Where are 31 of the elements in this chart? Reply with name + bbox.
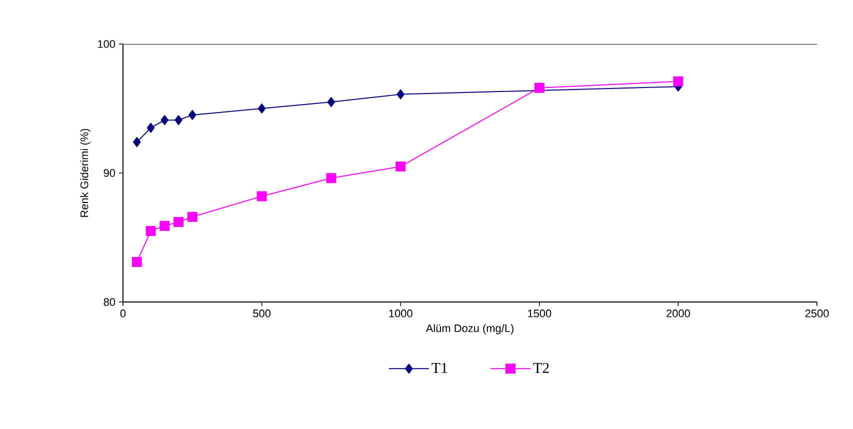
point <box>326 173 336 184</box>
x-tick-label: 500 <box>253 310 271 318</box>
x-tick-label: 0 <box>120 310 126 318</box>
point <box>174 115 182 126</box>
x-tick-label: 1000 <box>389 310 412 318</box>
point <box>133 137 141 148</box>
legend-label: T1 <box>432 362 448 373</box>
point <box>256 191 267 202</box>
y-axis-title: Renk Giderimi (%) <box>80 128 90 217</box>
point <box>327 97 336 108</box>
point <box>258 104 266 114</box>
x-tick-label: 2500 <box>805 310 829 318</box>
point <box>146 226 156 236</box>
point <box>146 122 155 133</box>
point <box>396 162 406 172</box>
point <box>534 82 544 93</box>
point <box>188 110 196 120</box>
point <box>160 115 169 126</box>
point <box>132 257 142 268</box>
point <box>187 212 198 222</box>
y-tick-label: 90 <box>104 169 116 177</box>
legend-label: T2 <box>533 362 549 373</box>
x-tick-label: 2000 <box>666 310 690 318</box>
y-tick-label: 80 <box>104 298 116 306</box>
point <box>160 220 170 231</box>
point <box>396 89 404 100</box>
point <box>673 76 684 86</box>
x-axis-title: Alüm Dozu (mg/L) <box>426 324 514 334</box>
point <box>174 217 184 228</box>
y-tick-label: 100 <box>98 40 116 48</box>
x-tick-label: 1500 <box>528 310 552 318</box>
